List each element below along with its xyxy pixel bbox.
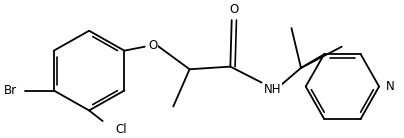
Text: Cl: Cl	[115, 123, 126, 136]
Text: N: N	[386, 80, 395, 93]
Text: NH: NH	[264, 83, 281, 96]
Text: Br: Br	[4, 84, 17, 97]
Text: O: O	[148, 39, 158, 52]
Text: O: O	[229, 3, 238, 16]
